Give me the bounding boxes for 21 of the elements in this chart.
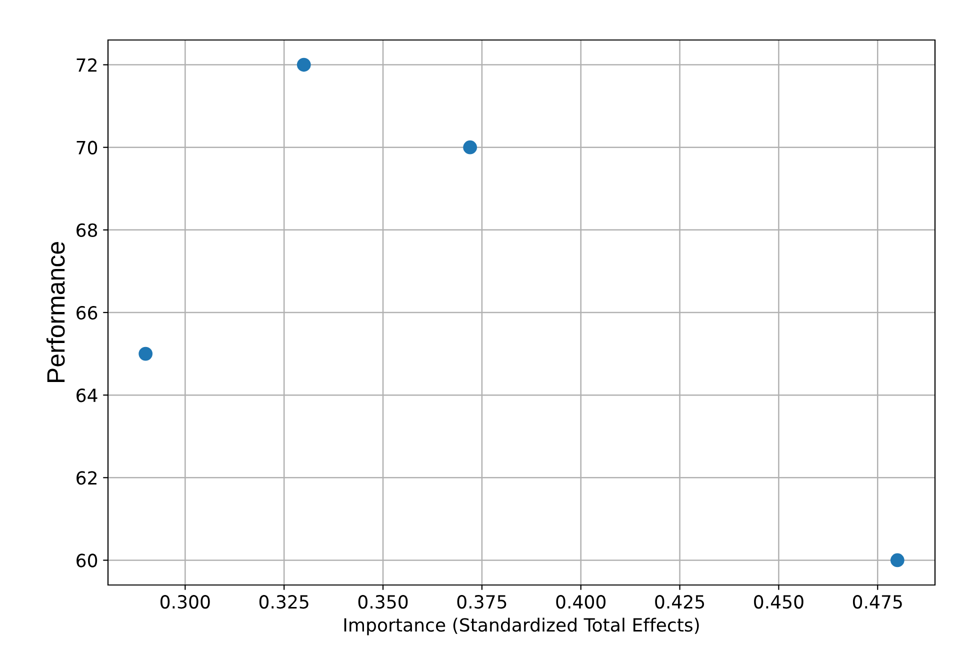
y-tick-label: 68	[76, 223, 98, 238]
y-tick-label: 62	[76, 471, 96, 485]
x-tick-label: 0.375	[457, 595, 506, 609]
x-tick-label: 0.350	[358, 595, 408, 609]
y-tick-label: 72	[76, 58, 96, 72]
x-tick-label: 0.425	[655, 595, 704, 609]
y-tick-label: 64	[76, 388, 98, 402]
y-tick-label: 70	[76, 140, 98, 154]
y-tick-label: 66	[76, 306, 98, 320]
y-tick-label: 60	[76, 554, 98, 568]
point	[890, 553, 904, 568]
x-tick-label: 0.300	[160, 595, 210, 609]
x-tick-label: 0.325	[259, 595, 308, 609]
x-axis-title: Importance (Standardized Total Effects)	[344, 618, 699, 636]
point	[138, 346, 153, 361]
x-tick-label: 0.400	[556, 595, 606, 609]
point	[296, 58, 311, 72]
x-tick-label: 0.475	[852, 595, 902, 609]
point	[463, 140, 478, 154]
y-axis-title: Performance	[46, 242, 65, 382]
x-tick-label: 0.450	[754, 595, 804, 609]
